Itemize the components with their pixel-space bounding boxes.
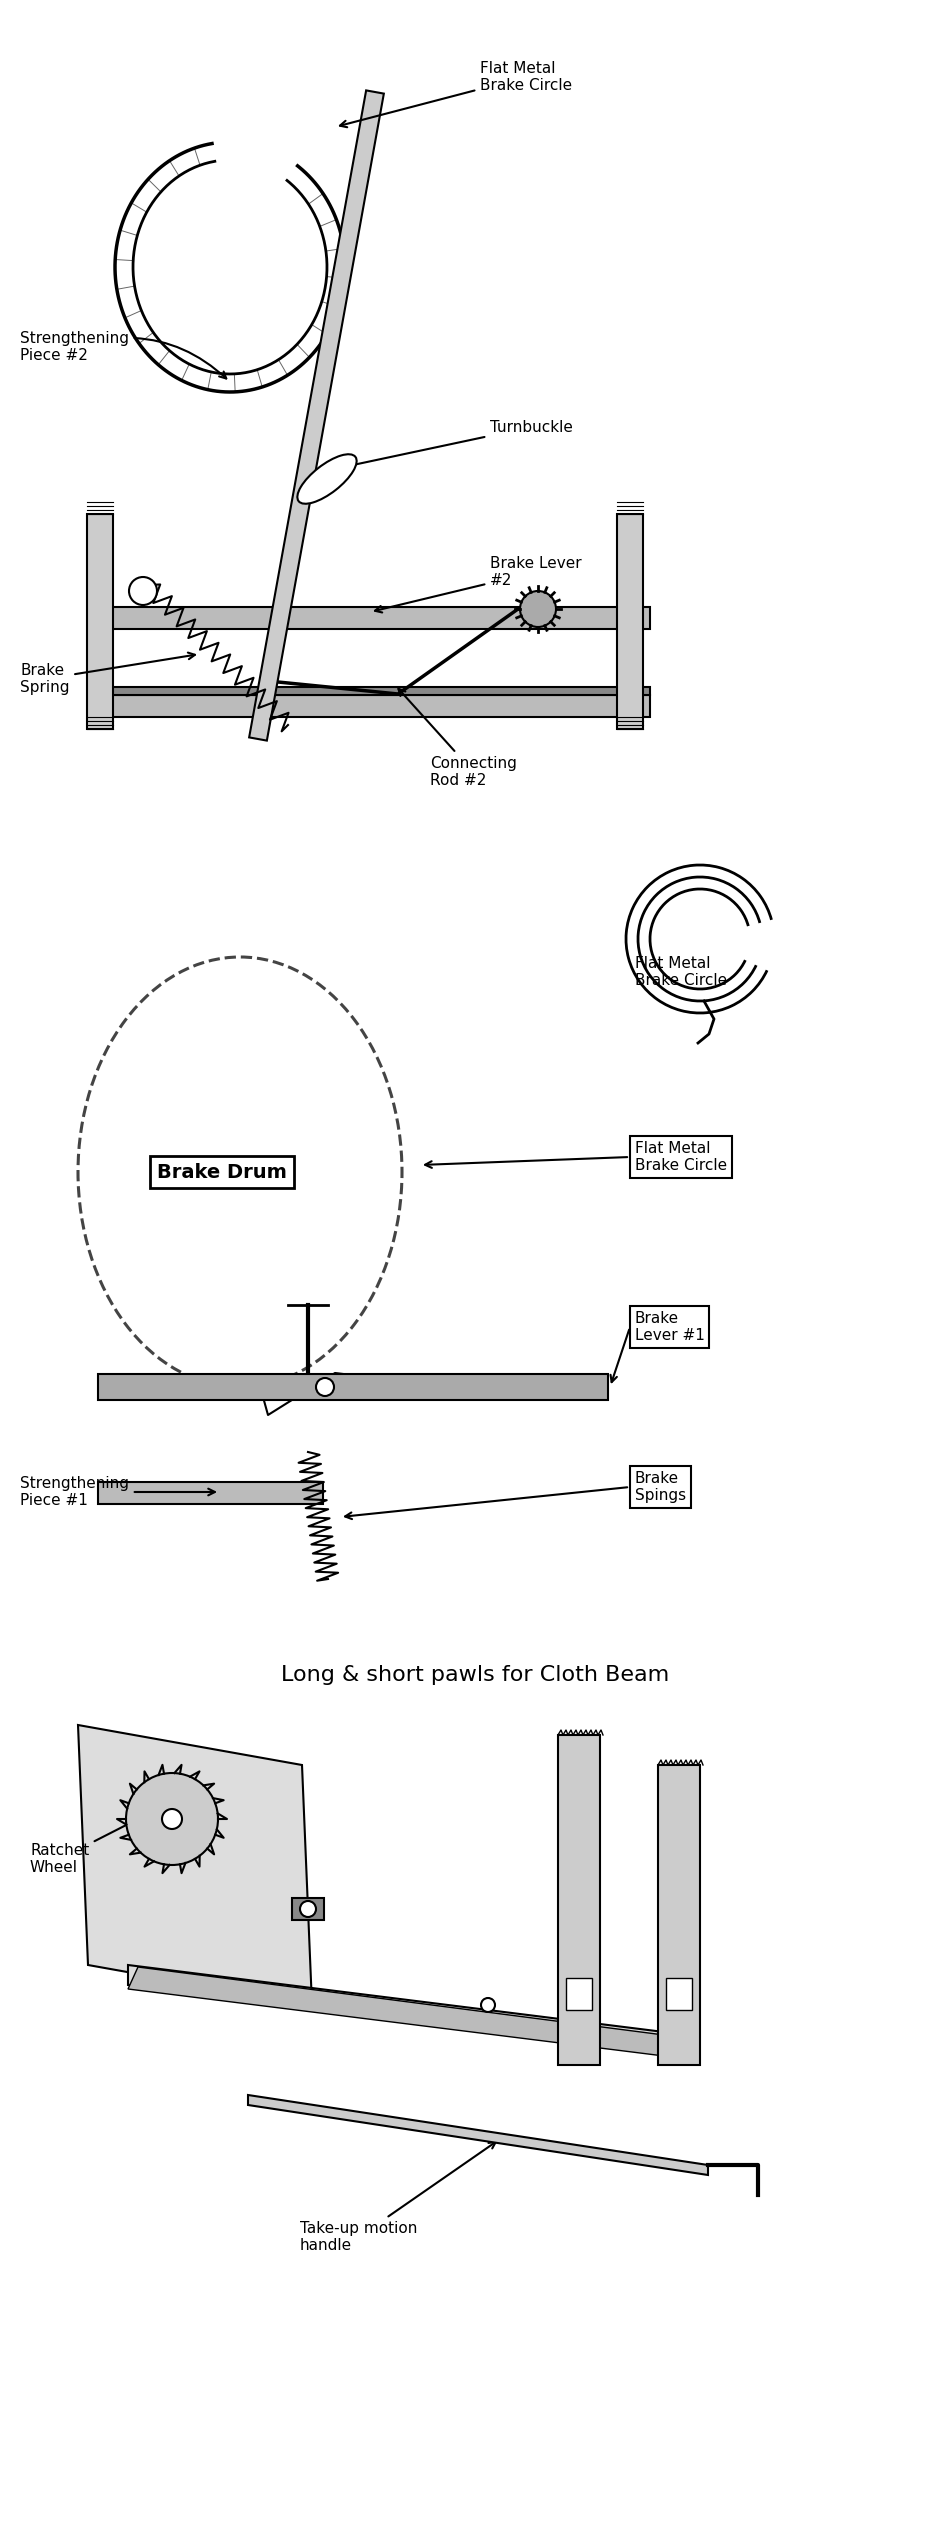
Ellipse shape: [78, 958, 402, 1388]
Text: Flat Metal
Brake Circle: Flat Metal Brake Circle: [635, 955, 727, 988]
Polygon shape: [128, 1964, 688, 2055]
Text: Ratchet
Wheel: Ratchet Wheel: [30, 1821, 133, 1875]
Polygon shape: [78, 1724, 312, 2004]
Text: Brake
Spring: Brake Spring: [20, 652, 195, 695]
Circle shape: [316, 1378, 334, 1396]
Text: Flat Metal
Brake Circle: Flat Metal Brake Circle: [340, 61, 572, 127]
Polygon shape: [128, 1966, 695, 2058]
Bar: [666, 1979, 692, 2010]
Text: Take-up motion
handle: Take-up motion handle: [300, 2142, 496, 2254]
Ellipse shape: [297, 453, 356, 504]
Text: Brake Lever
#2: Brake Lever #2: [375, 555, 581, 611]
Text: Strengthening
Piece #2: Strengthening Piece #2: [20, 331, 226, 380]
Text: Brake
Lever #1: Brake Lever #1: [635, 1312, 705, 1342]
Bar: [292, 1898, 324, 1920]
Text: Flat Metal
Brake Circle: Flat Metal Brake Circle: [635, 1141, 727, 1174]
Circle shape: [129, 578, 157, 606]
Bar: [558, 1735, 600, 2066]
Bar: [100, 695, 650, 718]
Bar: [617, 514, 643, 728]
Text: Strengthening
Piece #1: Strengthening Piece #1: [20, 1475, 215, 1508]
Circle shape: [126, 1773, 218, 1864]
Bar: [98, 1482, 323, 1503]
Bar: [658, 1765, 700, 2066]
Circle shape: [481, 1997, 495, 2012]
Polygon shape: [249, 89, 384, 741]
Bar: [87, 514, 113, 728]
Circle shape: [162, 1808, 182, 1829]
Polygon shape: [248, 2096, 708, 2175]
Text: Brake
Spings: Brake Spings: [635, 1470, 686, 1503]
Text: Connecting
Rod #2: Connecting Rod #2: [398, 688, 517, 787]
Text: Brake Drum: Brake Drum: [157, 1161, 287, 1182]
Bar: [98, 1373, 608, 1401]
Bar: [100, 606, 650, 629]
Bar: [566, 1979, 592, 2010]
Text: Long & short pawls for Cloth Beam: Long & short pawls for Cloth Beam: [281, 1666, 669, 1686]
Bar: [100, 688, 650, 695]
Circle shape: [300, 1900, 316, 1918]
Text: Turnbuckle: Turnbuckle: [325, 420, 573, 474]
Circle shape: [520, 591, 556, 627]
